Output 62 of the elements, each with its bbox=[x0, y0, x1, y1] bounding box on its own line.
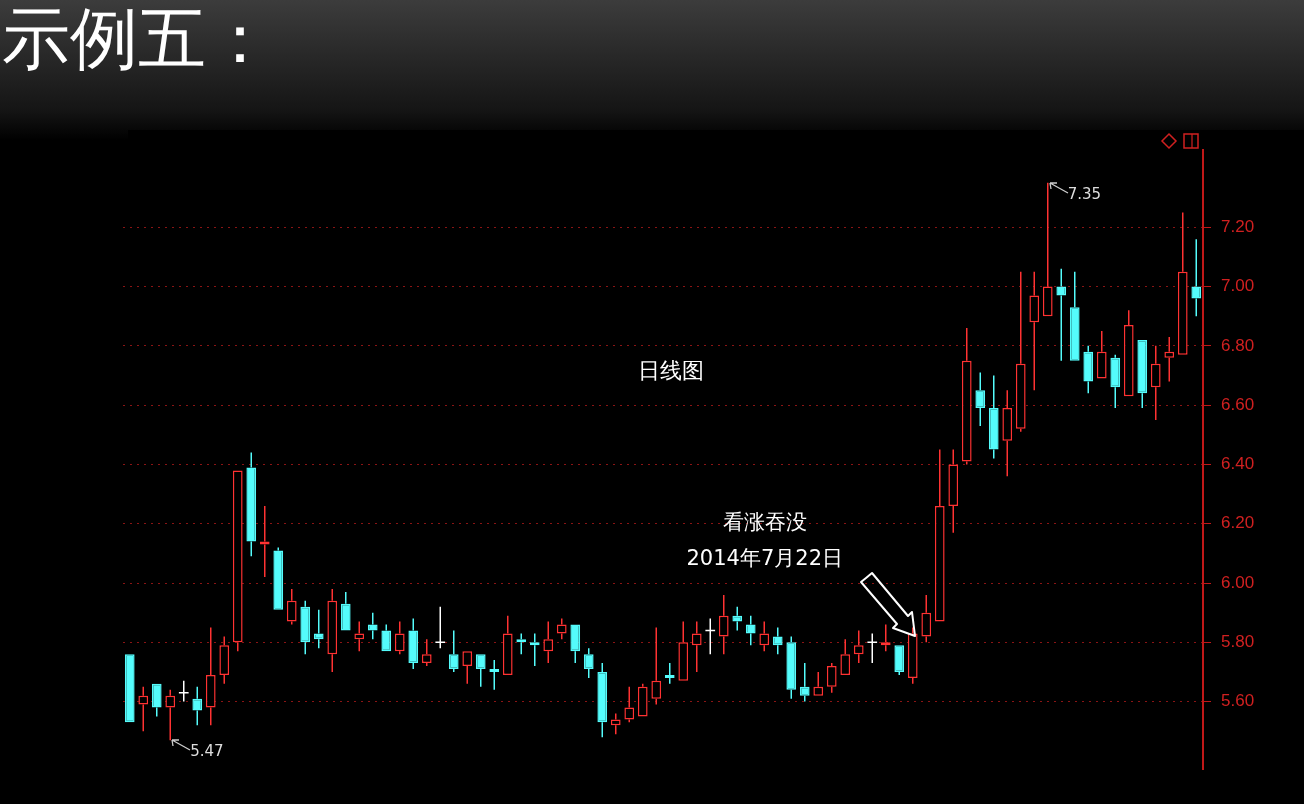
candlestick bbox=[718, 594, 729, 655]
candlestick bbox=[948, 448, 959, 534]
candlestick bbox=[1164, 336, 1175, 383]
y-tick-label: 7.00 bbox=[1221, 276, 1255, 296]
candlestick bbox=[826, 662, 837, 694]
candlestick bbox=[610, 712, 621, 735]
candlestick bbox=[1177, 211, 1188, 355]
candlestick bbox=[907, 626, 918, 685]
candlestick bbox=[597, 662, 608, 738]
candlestick bbox=[502, 614, 513, 675]
candlestick bbox=[1002, 389, 1013, 478]
candlestick bbox=[232, 470, 243, 652]
candlestick bbox=[704, 617, 716, 655]
y-tick-label: 6.80 bbox=[1221, 335, 1255, 355]
chart-title: 示例五： bbox=[2, 0, 274, 80]
y-tick-label: 7.20 bbox=[1221, 216, 1255, 236]
candlestick bbox=[394, 620, 405, 655]
y-tick-label: 5.80 bbox=[1221, 632, 1255, 652]
candlestick bbox=[988, 374, 999, 460]
candlestick bbox=[367, 611, 378, 641]
y-tick-label: 6.60 bbox=[1221, 394, 1255, 414]
candlestick bbox=[637, 683, 648, 717]
y-tick-label: 5.60 bbox=[1221, 691, 1255, 711]
candlestick bbox=[772, 626, 783, 655]
candlestick bbox=[664, 662, 675, 685]
candlestick bbox=[151, 683, 162, 718]
candlestick bbox=[651, 626, 662, 706]
candlestick bbox=[961, 327, 972, 466]
candlestick bbox=[1069, 271, 1080, 361]
candlestick bbox=[205, 626, 216, 727]
candlestick bbox=[1110, 354, 1121, 409]
annotation: 7.35 bbox=[1067, 184, 1102, 203]
candlestick bbox=[934, 448, 945, 622]
candlestick bbox=[327, 588, 338, 673]
annotation: 看涨吞没 bbox=[723, 509, 807, 536]
candlestick bbox=[745, 614, 756, 647]
candlestick bbox=[1123, 309, 1134, 397]
candlestick bbox=[1096, 330, 1107, 379]
candlestick bbox=[975, 371, 986, 427]
candlestick bbox=[1029, 271, 1040, 392]
candlestick bbox=[799, 662, 810, 703]
candlestick bbox=[1015, 271, 1026, 433]
candlestick bbox=[354, 620, 365, 652]
candlestick bbox=[434, 606, 446, 649]
annotation: 5.47 bbox=[190, 742, 224, 761]
candlestick bbox=[489, 659, 500, 691]
annotation: 2014年7月22日 bbox=[686, 545, 844, 572]
candlestick bbox=[1150, 345, 1161, 421]
y-tick-label: 6.40 bbox=[1221, 454, 1255, 474]
candlestick bbox=[921, 594, 932, 644]
candlestick bbox=[246, 451, 257, 558]
candlestick bbox=[1042, 182, 1053, 317]
candlestick bbox=[340, 591, 351, 631]
text: 日线图 bbox=[638, 357, 704, 385]
candlestick bbox=[313, 608, 324, 649]
candlestick bbox=[286, 588, 297, 626]
candlestick bbox=[1056, 268, 1067, 362]
y-tick-label: 6.00 bbox=[1221, 572, 1255, 592]
candlestick bbox=[678, 620, 689, 681]
candlestick bbox=[178, 680, 190, 703]
candlestick bbox=[866, 632, 878, 664]
y-tick-label: 6.20 bbox=[1221, 513, 1255, 533]
